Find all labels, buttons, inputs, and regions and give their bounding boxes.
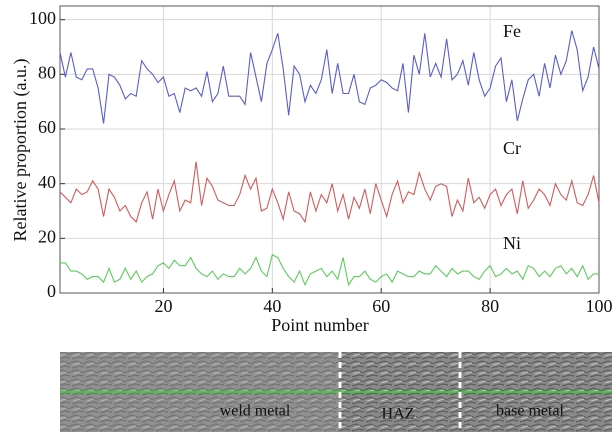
figure: 0 20 40 60 80 100 20 40 60 80 100 Fe Cr Ni Relative p… <box>0 0 615 435</box>
region-label: weld metal <box>220 403 291 420</box>
plot-area: 0 20 40 60 80 100 20 40 60 80 100 Fe Cr Ni <box>29 6 613 316</box>
x-axis-label: Point number <box>271 315 369 335</box>
region-label: HAZ <box>382 406 415 423</box>
x-tick-label: 20 <box>154 296 172 316</box>
y-tick-label: 40 <box>38 172 56 192</box>
series-name: Fe <box>503 21 521 41</box>
y-axis-label: Relative proportion (a.u.) <box>10 59 31 242</box>
x-tick-label: 40 <box>263 296 281 316</box>
x-tick-label: 60 <box>372 296 390 316</box>
y-tick-label: 100 <box>29 8 56 28</box>
y-tick-label: 80 <box>38 62 56 82</box>
x-tick-label: 100 <box>586 296 613 316</box>
region-label: base metal <box>496 403 565 420</box>
y-tick-label: 60 <box>38 117 56 137</box>
series-name: Cr <box>503 138 521 158</box>
series-name: Ni <box>503 233 521 253</box>
x-tick-label: 80 <box>481 296 499 316</box>
y-tick-label: 20 <box>38 226 56 246</box>
y-tick-label: 0 <box>47 281 56 301</box>
micrograph: weld metal HAZ base metal <box>60 352 612 432</box>
